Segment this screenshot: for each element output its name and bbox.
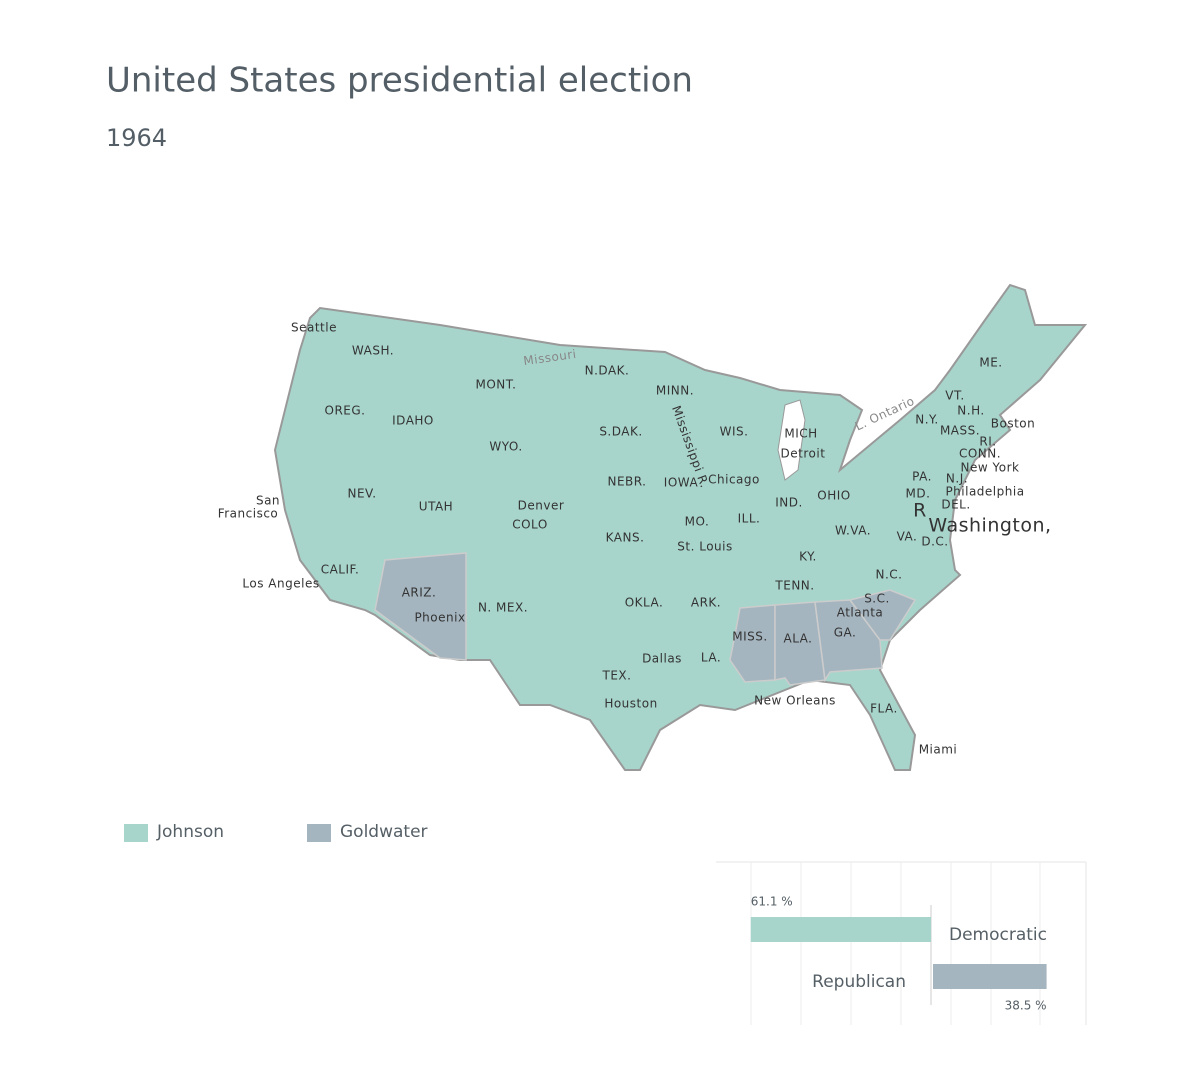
- map-label: MINN.: [656, 384, 694, 398]
- map-label: Houston: [604, 697, 657, 711]
- map-label: ARIZ.: [402, 586, 437, 600]
- map-label: KY.: [799, 550, 817, 564]
- map-label: RI.: [979, 435, 996, 449]
- map-label: MO.: [685, 515, 710, 529]
- map-label: NEV.: [347, 487, 376, 501]
- map-label: IOWA: [664, 476, 699, 490]
- map-label: ME.: [979, 356, 1002, 370]
- map-label: St. Louis: [677, 540, 732, 554]
- lake: [777, 399, 806, 481]
- bar: [933, 964, 1047, 989]
- map-label: IND.: [775, 496, 803, 510]
- map-label: Detroit: [781, 447, 826, 461]
- map-label: KANS.: [606, 531, 645, 545]
- map-label: Miami: [919, 743, 958, 757]
- category-label: Republican: [812, 972, 906, 992]
- subtitle: 1964: [106, 124, 167, 152]
- map-label: Chicago: [708, 473, 760, 487]
- map-label: MISS.: [732, 630, 767, 644]
- legend-label: Goldwater: [340, 822, 428, 842]
- map-label: Seattle: [291, 321, 337, 335]
- map-label: Boston: [991, 417, 1035, 431]
- goldwater-states: [374, 552, 917, 686]
- category-label: Democratic: [949, 925, 1047, 945]
- map-label: Francisco: [218, 507, 279, 521]
- map-label: VA.: [897, 530, 918, 544]
- map-label: Atlanta: [837, 606, 884, 620]
- map-label: PA.: [912, 470, 932, 484]
- value-label: 61.1 %: [751, 895, 793, 909]
- map-label: TEX.: [602, 669, 632, 683]
- map-label: D.C.: [921, 535, 948, 549]
- value-label: 38.5 %: [1005, 999, 1047, 1013]
- map-label: MONT.: [476, 378, 517, 392]
- title: United States presidential election: [106, 61, 693, 101]
- state: [374, 552, 467, 661]
- map-label: UTAH: [419, 500, 453, 514]
- map-label: TENN.: [774, 579, 814, 593]
- map-label: DEL.: [941, 498, 970, 512]
- legend-label: Johnson: [156, 822, 224, 842]
- map-label: WIS.: [720, 425, 749, 439]
- map-label: San: [256, 494, 280, 508]
- map-label: IDAHO: [392, 414, 434, 428]
- map-label: MASS.: [940, 424, 980, 438]
- map-label: ILL.: [738, 512, 761, 526]
- map-label: OKLA.: [625, 596, 664, 610]
- map-label: N.DAK.: [585, 364, 630, 378]
- map-label: W.VA.: [835, 524, 871, 538]
- map-label: Philadelphia: [945, 485, 1024, 499]
- map-label: N. MEX.: [478, 601, 528, 615]
- map-label: N.J.: [946, 472, 968, 486]
- map-label: WASH.: [352, 344, 394, 358]
- map-label: Dallas: [642, 652, 682, 666]
- map-label: GA.: [834, 626, 857, 640]
- map: [273, 283, 1088, 771]
- map-label: N.C.: [876, 568, 903, 582]
- map-label: Washington,: [928, 515, 1051, 537]
- map-label: N.Y.: [915, 413, 939, 427]
- map-label: Denver: [518, 499, 565, 513]
- map-label: New York: [961, 461, 1020, 475]
- legend-swatch: [124, 824, 148, 842]
- legend-swatch: [307, 824, 331, 842]
- map-label: OHIO: [817, 489, 850, 503]
- map-label: Los Angeles: [242, 577, 319, 591]
- map-label: S.C.: [864, 592, 890, 606]
- map-label: CALIF.: [321, 563, 360, 577]
- map-label: LA.: [701, 651, 721, 665]
- map-label: N.H.: [957, 404, 984, 418]
- state: [848, 589, 917, 641]
- map-label: New Orleans: [754, 694, 836, 708]
- map-label: FLA.: [870, 702, 898, 716]
- map-label: MICH: [784, 427, 817, 441]
- map-label: VT.: [945, 389, 964, 403]
- map-label: R: [913, 500, 927, 522]
- bar: [750, 917, 931, 942]
- map-label: ALA.: [784, 632, 813, 646]
- map-label: S.DAK.: [599, 425, 642, 439]
- map-label: NEBR.: [607, 475, 646, 489]
- map-label: Phoenix: [414, 611, 465, 625]
- map-label: COLO: [512, 518, 548, 532]
- map-label: MD.: [906, 487, 931, 501]
- map-label: WYO.: [489, 440, 522, 454]
- map-label: CONN.: [959, 447, 1001, 461]
- map-label: ARK.: [691, 596, 721, 610]
- map-label: OREG.: [325, 404, 366, 418]
